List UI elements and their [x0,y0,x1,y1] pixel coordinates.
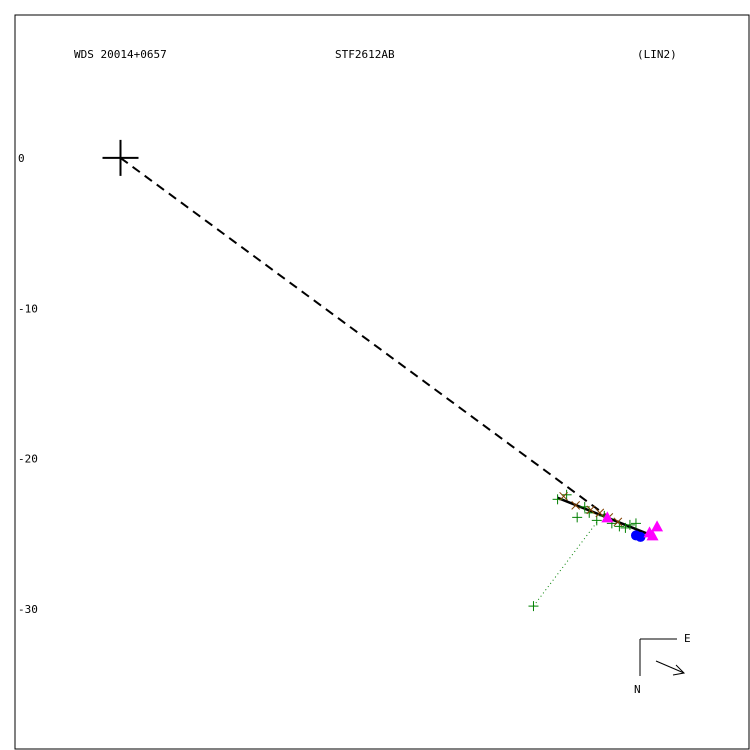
compass: E N [634,632,691,696]
plot-frame [14,14,750,750]
discoverer-designation: STF2612AB [335,48,395,61]
observation-x-mark [559,491,568,501]
residual-lines [533,520,599,607]
observation-plus-mark [561,489,572,500]
observation-plus-mark [624,519,635,530]
y-tick-label: -10 [18,302,38,315]
observation-marks [528,489,664,612]
observation-triangle-mark [646,529,659,541]
y-tick-label: -20 [18,453,38,466]
motion-arrow [655,660,685,674]
primary-star-marker [102,139,139,176]
observation-x-mark [571,500,581,510]
y-tick-labels: 0 -10 -20 -30 [18,152,38,616]
observation-x-mark [613,517,623,527]
y-tick-label: -30 [18,603,38,616]
observation-x-mark [595,508,605,518]
observation-plus-mark [630,518,641,529]
observation-plus-mark [572,512,583,523]
observation-plus-mark [584,507,595,518]
observation-triangle-mark [601,511,614,523]
projection-line [119,157,616,523]
observation-plus-mark [591,515,602,526]
residual-line [533,520,599,607]
compass-east-label: E [684,632,691,645]
fit-method: (LIN2) [637,48,677,61]
observation-x-mark [586,505,596,515]
wds-identifier: WDS 20014+0657 [74,48,167,61]
projection-line-segment [119,157,616,523]
compass-north-label: N [634,683,641,696]
motion-arrow-head [672,664,686,676]
observation-plus-mark [528,601,539,612]
observation-circle-mark [635,531,646,542]
y-tick-label: 0 [18,152,25,165]
observation-triangle-mark [651,520,664,532]
